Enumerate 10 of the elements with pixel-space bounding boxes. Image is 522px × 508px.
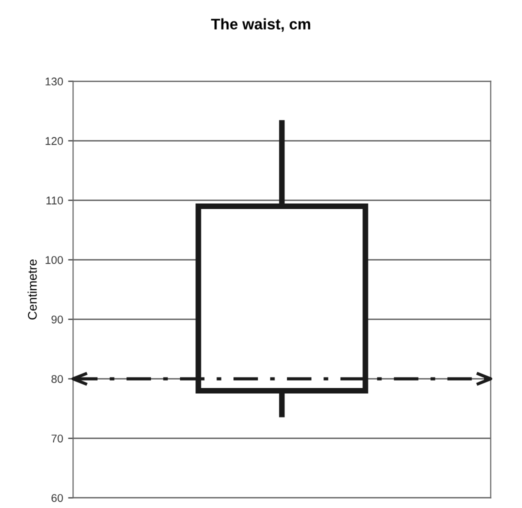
y-tick-label: 80 [51, 375, 63, 383]
chart-title: The waist, cm [211, 18, 310, 32]
y-tick-label: 130 [46, 78, 63, 86]
y-tick-label: 100 [46, 256, 63, 264]
y-tick-label: 60 [52, 494, 63, 502]
y-tick-label: 70 [52, 434, 63, 442]
y-axis-title: Centimetre [28, 260, 37, 320]
y-tick-label: 110 [46, 196, 63, 204]
y-tick-label: 120 [46, 137, 63, 145]
y-tick-label: 90 [52, 316, 63, 324]
